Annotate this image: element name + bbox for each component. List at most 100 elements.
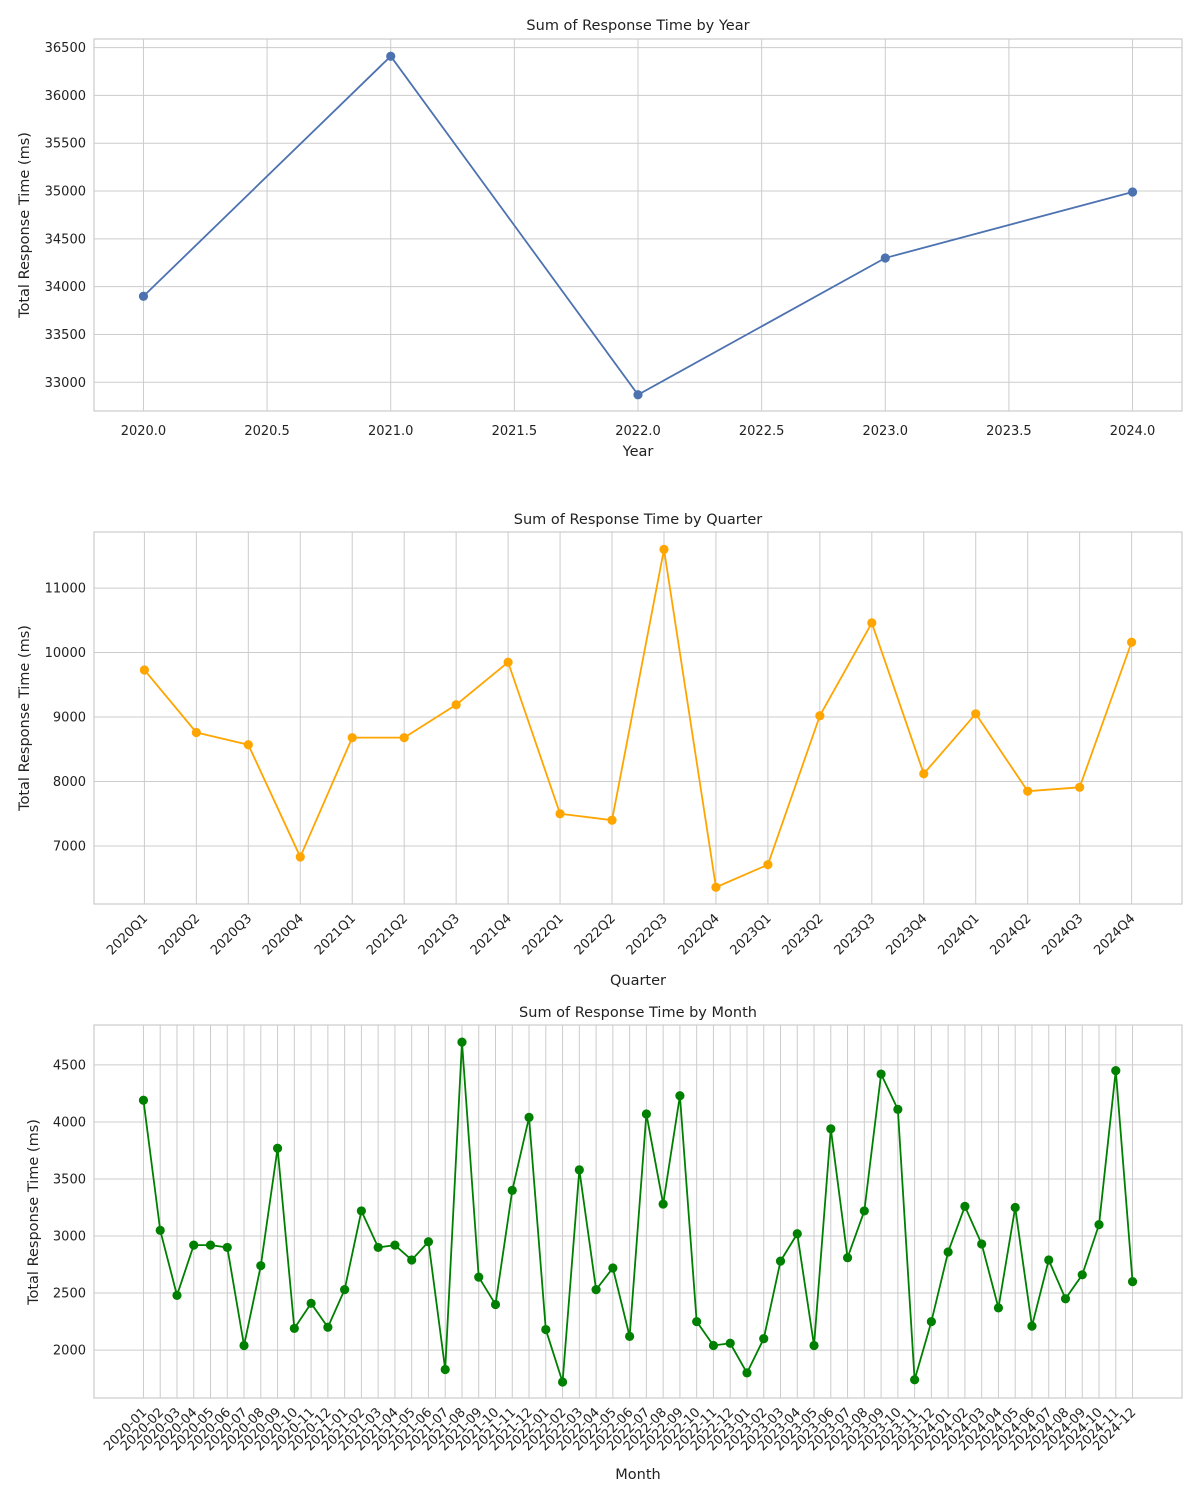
quarter-x-tick-label: 2021Q3: [416, 911, 463, 958]
year-data-point: [1127, 187, 1138, 197]
month-data-point: [876, 1069, 886, 1079]
quarter-data-point: [347, 733, 357, 743]
quarter-x-tick-label: 2020Q2: [156, 911, 203, 958]
month-data-point: [457, 1037, 467, 1047]
month-data-point: [390, 1240, 400, 1250]
quarter-x-tick-label: 2024Q4: [1091, 911, 1138, 958]
quarter-data-point: [243, 740, 253, 750]
month-data-point: [222, 1242, 232, 1253]
month-data-point: [792, 1229, 802, 1239]
year-x-tick-label: 2021.0: [368, 424, 414, 439]
month-data-point: [524, 1112, 534, 1122]
quarter-data-point: [867, 618, 877, 628]
quarter-data-point: [1127, 637, 1137, 647]
quarter-chart-xlabel: Quarter: [610, 973, 666, 989]
year-chart-ylabel: Total Response Time (ms): [17, 132, 33, 319]
year-data-point: [633, 390, 643, 400]
quarter-x-tick-label: 2021Q2: [364, 911, 411, 958]
quarter-data-point: [607, 815, 617, 825]
quarter-data-point: [711, 882, 721, 892]
year-data-point: [138, 291, 149, 301]
year-y-tick-label: 36500: [45, 41, 86, 56]
quarter-x-tick-label: 2020Q4: [260, 911, 307, 958]
month-data-point: [356, 1206, 366, 1216]
month-data-point: [189, 1240, 199, 1250]
month-data-point: [239, 1340, 249, 1351]
month-plot-area: 2020-012020-022020-032020-042020-052020-…: [53, 1024, 1183, 1454]
month-data-point: [373, 1242, 383, 1253]
month-data-point: [272, 1143, 283, 1153]
month-data-point: [1077, 1270, 1087, 1280]
month-data-point: [256, 1261, 266, 1271]
quarter-data-point: [451, 700, 461, 710]
month-data-point: [574, 1165, 584, 1175]
quarter-axes-frame: [93, 531, 1183, 905]
month-data-point: [608, 1263, 618, 1273]
month-y-tick-label: 2000: [53, 1344, 86, 1359]
month-data-point: [591, 1285, 601, 1295]
year-x-tick-label: 2020.5: [244, 424, 290, 439]
month-data-point: [541, 1324, 551, 1335]
month-data-point: [842, 1253, 853, 1263]
quarter-x-tick-label: 2023Q4: [884, 911, 931, 958]
year-chart-xlabel: Year: [622, 444, 654, 460]
month-chart-title: Sum of Response Time by Month: [519, 1005, 757, 1021]
month-y-tick-label: 3000: [53, 1230, 86, 1245]
quarter-x-tick-label: 2022Q2: [572, 911, 619, 958]
year-x-tick-label: 2022.5: [739, 424, 785, 439]
month-data-point: [1010, 1202, 1020, 1213]
month-data-point: [507, 1185, 517, 1195]
year-y-tick-label: 35500: [45, 137, 86, 152]
year-y-tick-label: 34000: [45, 280, 86, 295]
quarter-chart-ylabel: Total Response Time (ms): [17, 625, 33, 812]
month-data-point: [340, 1285, 350, 1295]
quarter-data-point: [503, 657, 513, 667]
month-data-point: [1094, 1220, 1104, 1230]
quarter-x-tick-label: 2021Q4: [468, 911, 515, 958]
month-data-point: [826, 1124, 836, 1134]
quarter-y-tick-label: 11000: [45, 582, 86, 597]
quarter-x-tick-label: 2023Q3: [832, 911, 879, 958]
month-data-point: [993, 1303, 1004, 1313]
year-x-tick-label: 2023.5: [986, 424, 1032, 439]
quarter-data-point: [815, 711, 825, 721]
year-y-tick-label: 36000: [45, 89, 86, 104]
quarter-y-tick-label: 10000: [45, 646, 86, 661]
quarter-y-tick-label: 9000: [53, 711, 86, 726]
year-x-tick-label: 2023.0: [863, 424, 909, 439]
month-data-point: [289, 1323, 299, 1334]
quarter-x-tick-label: 2022Q4: [676, 911, 723, 958]
month-data-point: [708, 1340, 719, 1351]
quarter-data-point: [1023, 786, 1033, 796]
month-data-point: [977, 1239, 987, 1249]
month-data-point: [1060, 1294, 1071, 1304]
month-y-tick-label: 4000: [53, 1115, 86, 1130]
quarter-data-point: [1075, 782, 1085, 792]
quarter-y-tick-label: 7000: [53, 839, 86, 854]
month-data-point: [306, 1298, 316, 1308]
quarter-data-point: [295, 852, 305, 862]
quarter-x-tick-label: 2024Q3: [1039, 911, 1086, 958]
quarter-data-point: [399, 733, 409, 743]
quarter-x-tick-label: 2021Q1: [312, 911, 359, 958]
month-y-tick-label: 4500: [53, 1058, 86, 1073]
quarter-x-tick-label: 2020Q1: [104, 911, 151, 958]
year-chart: Sum of Response Time by Year Year Total …: [17, 18, 750, 460]
quarter-data-point: [191, 727, 201, 738]
month-data-point: [759, 1334, 769, 1344]
quarter-x-tick-label: 2023Q2: [780, 911, 827, 958]
month-data-point: [725, 1338, 735, 1348]
month-chart-ylabel: Total Response Time (ms): [26, 1119, 42, 1306]
quarter-series-line: [143, 548, 1133, 889]
month-data-point: [1111, 1066, 1121, 1076]
month-data-point: [1044, 1255, 1054, 1265]
year-chart-title: Sum of Response Time by Year: [526, 18, 749, 34]
year-data-point: [386, 51, 396, 61]
month-data-point: [172, 1290, 182, 1300]
year-x-tick-label: 2021.5: [492, 424, 538, 439]
year-y-tick-label: 34500: [45, 232, 86, 247]
month-data-point: [423, 1237, 434, 1247]
year-axes-frame: [93, 38, 1183, 412]
month-data-point: [138, 1095, 149, 1105]
